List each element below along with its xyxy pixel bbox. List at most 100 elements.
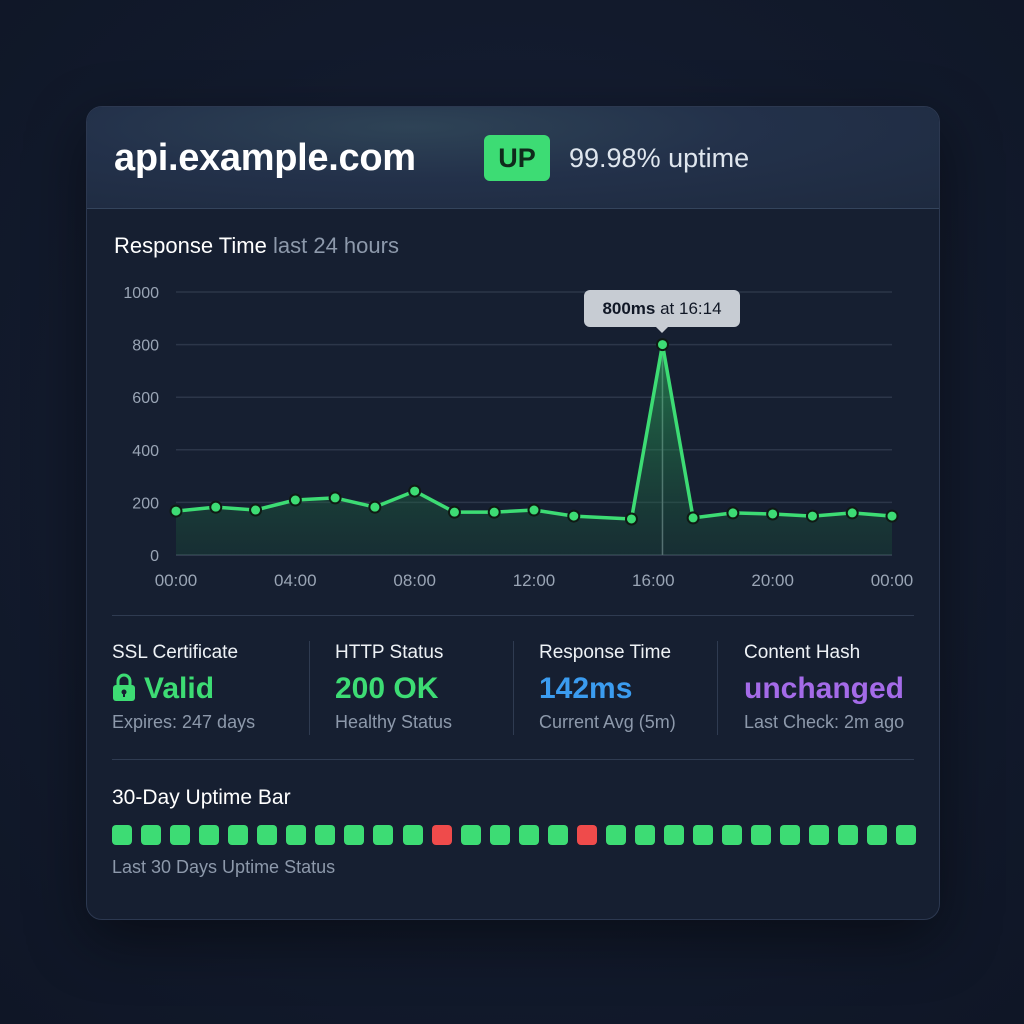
- stat-content-hash: Content Hash unchanged Last Check: 2m ag…: [744, 639, 924, 739]
- response-time-value: 142ms: [539, 672, 633, 705]
- stat-label: HTTP Status: [335, 642, 444, 663]
- uptime-day-up[interactable]: [228, 825, 249, 845]
- stat-sub: Current Avg (5m): [539, 712, 676, 732]
- y-tick-label: 1000: [123, 285, 159, 302]
- x-tick-label: 20:00: [751, 571, 794, 590]
- uptime-day-up[interactable]: [489, 825, 510, 845]
- data-point[interactable]: [567, 509, 581, 523]
- uptime-day-up[interactable]: [402, 825, 423, 845]
- uptime-day-up[interactable]: [257, 825, 278, 845]
- data-point[interactable]: [288, 493, 302, 507]
- http-status-value: 200 OK: [335, 672, 439, 705]
- data-point[interactable]: [624, 512, 638, 526]
- y-tick-label: 800: [132, 338, 159, 355]
- stat-value: Valid: [112, 672, 214, 706]
- y-tick-label: 400: [132, 443, 159, 460]
- x-tick-label: 00:00: [871, 571, 914, 590]
- uptime-bar-title: 30-Day Uptime Bar: [112, 786, 291, 809]
- stat-divider: [309, 641, 310, 735]
- uptime-day-up[interactable]: [780, 825, 801, 845]
- uptime-day-down[interactable]: [576, 825, 597, 845]
- chart-tooltip: 800ms at 16:14: [584, 290, 740, 333]
- data-point[interactable]: [686, 511, 700, 525]
- monitor-card: api.example.com UP 99.98% uptime Respons…: [86, 106, 940, 920]
- uptime-day-up[interactable]: [112, 825, 132, 845]
- tooltip-value: 800ms: [602, 299, 656, 318]
- data-point[interactable]: [169, 504, 183, 518]
- uptime-percentage: 99.98% uptime: [569, 143, 750, 173]
- stat-divider: [513, 641, 514, 735]
- uptime-bar-caption: Last 30 Days Uptime Status: [112, 857, 336, 877]
- uptime-day-up[interactable]: [141, 825, 162, 845]
- uptime-day-down[interactable]: [431, 825, 452, 845]
- uptime-day-up[interactable]: [634, 825, 655, 845]
- data-point[interactable]: [408, 484, 422, 498]
- uptime-day-up[interactable]: [867, 825, 888, 845]
- status-badge: UP: [484, 135, 550, 181]
- domain-title: api.example.com: [114, 137, 416, 179]
- chart-title: Response Time last 24 hours: [114, 233, 399, 259]
- uptime-day-up[interactable]: [460, 825, 481, 845]
- x-tick-label: 08:00: [393, 571, 436, 590]
- stat-response-time: Response Time 142ms Current Avg (5m): [539, 639, 714, 739]
- data-point[interactable]: [655, 338, 669, 352]
- data-point[interactable]: [845, 506, 859, 520]
- uptime-day-up[interactable]: [286, 825, 307, 845]
- stat-label: Content Hash: [744, 642, 861, 663]
- stat-sub: Last Check: 2m ago: [744, 712, 905, 732]
- stat-ssl: SSL Certificate Valid Expires: 247 days: [112, 639, 312, 739]
- stat-divider: [717, 641, 718, 735]
- stat-sub: Healthy Status: [335, 712, 453, 732]
- uptime-day-up[interactable]: [838, 825, 859, 845]
- data-point[interactable]: [209, 500, 223, 514]
- stat-label: SSL Certificate: [112, 642, 239, 663]
- uptime-day-up[interactable]: [751, 825, 772, 845]
- ssl-status-value: Valid: [144, 672, 215, 705]
- x-tick-label: 04:00: [274, 571, 317, 590]
- response-line: [175, 342, 893, 521]
- x-tick-label: 16:00: [632, 571, 675, 590]
- uptime-day-up[interactable]: [315, 825, 336, 845]
- x-axis-labels: 00:00 04:00 08:00 12:00 16:00 20:00 00:00: [155, 571, 914, 590]
- uptime-day-up[interactable]: [547, 825, 568, 845]
- y-axis-labels: 0 200 400 600 800 1000: [123, 285, 159, 565]
- data-point[interactable]: [328, 491, 342, 505]
- uptime-day-up[interactable]: [896, 825, 917, 845]
- data-point[interactable]: [487, 505, 501, 519]
- stat-http: HTTP Status 200 OK Healthy Status: [335, 639, 505, 739]
- x-tick-label: 12:00: [513, 571, 556, 590]
- data-point[interactable]: [447, 505, 461, 519]
- data-point[interactable]: [249, 503, 263, 517]
- uptime-day-up[interactable]: [344, 825, 365, 845]
- data-point[interactable]: [368, 500, 382, 514]
- content-hash-value: unchanged: [744, 672, 905, 705]
- y-tick-label: 200: [132, 495, 159, 512]
- uptime-day-up[interactable]: [693, 825, 713, 845]
- response-time-chart[interactable]: 0 200 400 600 800 1000 00:00 04:00 08:00 12:00 16…: [87, 267, 939, 607]
- data-point[interactable]: [527, 503, 541, 517]
- chart-title-range: last 24 hours: [272, 233, 399, 258]
- uptime-day-up[interactable]: [663, 825, 684, 845]
- uptime-day-up[interactable]: [809, 825, 830, 845]
- data-point[interactable]: [885, 509, 899, 523]
- data-point[interactable]: [726, 506, 740, 520]
- data-points: [169, 338, 899, 526]
- stat-label: Response Time: [539, 642, 672, 663]
- y-tick-label: 600: [132, 390, 159, 407]
- uptime-day-up[interactable]: [722, 825, 743, 845]
- chart-title-main: Response Time: [114, 233, 267, 258]
- uptime-day-up[interactable]: [199, 825, 220, 845]
- uptime-day-up[interactable]: [518, 825, 539, 845]
- x-tick-label: 00:00: [155, 571, 198, 590]
- y-tick-label: 0: [150, 548, 159, 565]
- uptime-day-up[interactable]: [605, 825, 626, 845]
- divider: [112, 759, 914, 760]
- tooltip-time: at 16:14: [655, 299, 722, 318]
- uptime-day-up[interactable]: [170, 825, 191, 845]
- data-point[interactable]: [766, 507, 780, 521]
- uptime-day-up[interactable]: [373, 825, 394, 845]
- stat-sub: Expires: 247 days: [112, 712, 256, 732]
- divider: [112, 615, 914, 616]
- lock-icon: [113, 673, 135, 701]
- data-point[interactable]: [805, 509, 819, 523]
